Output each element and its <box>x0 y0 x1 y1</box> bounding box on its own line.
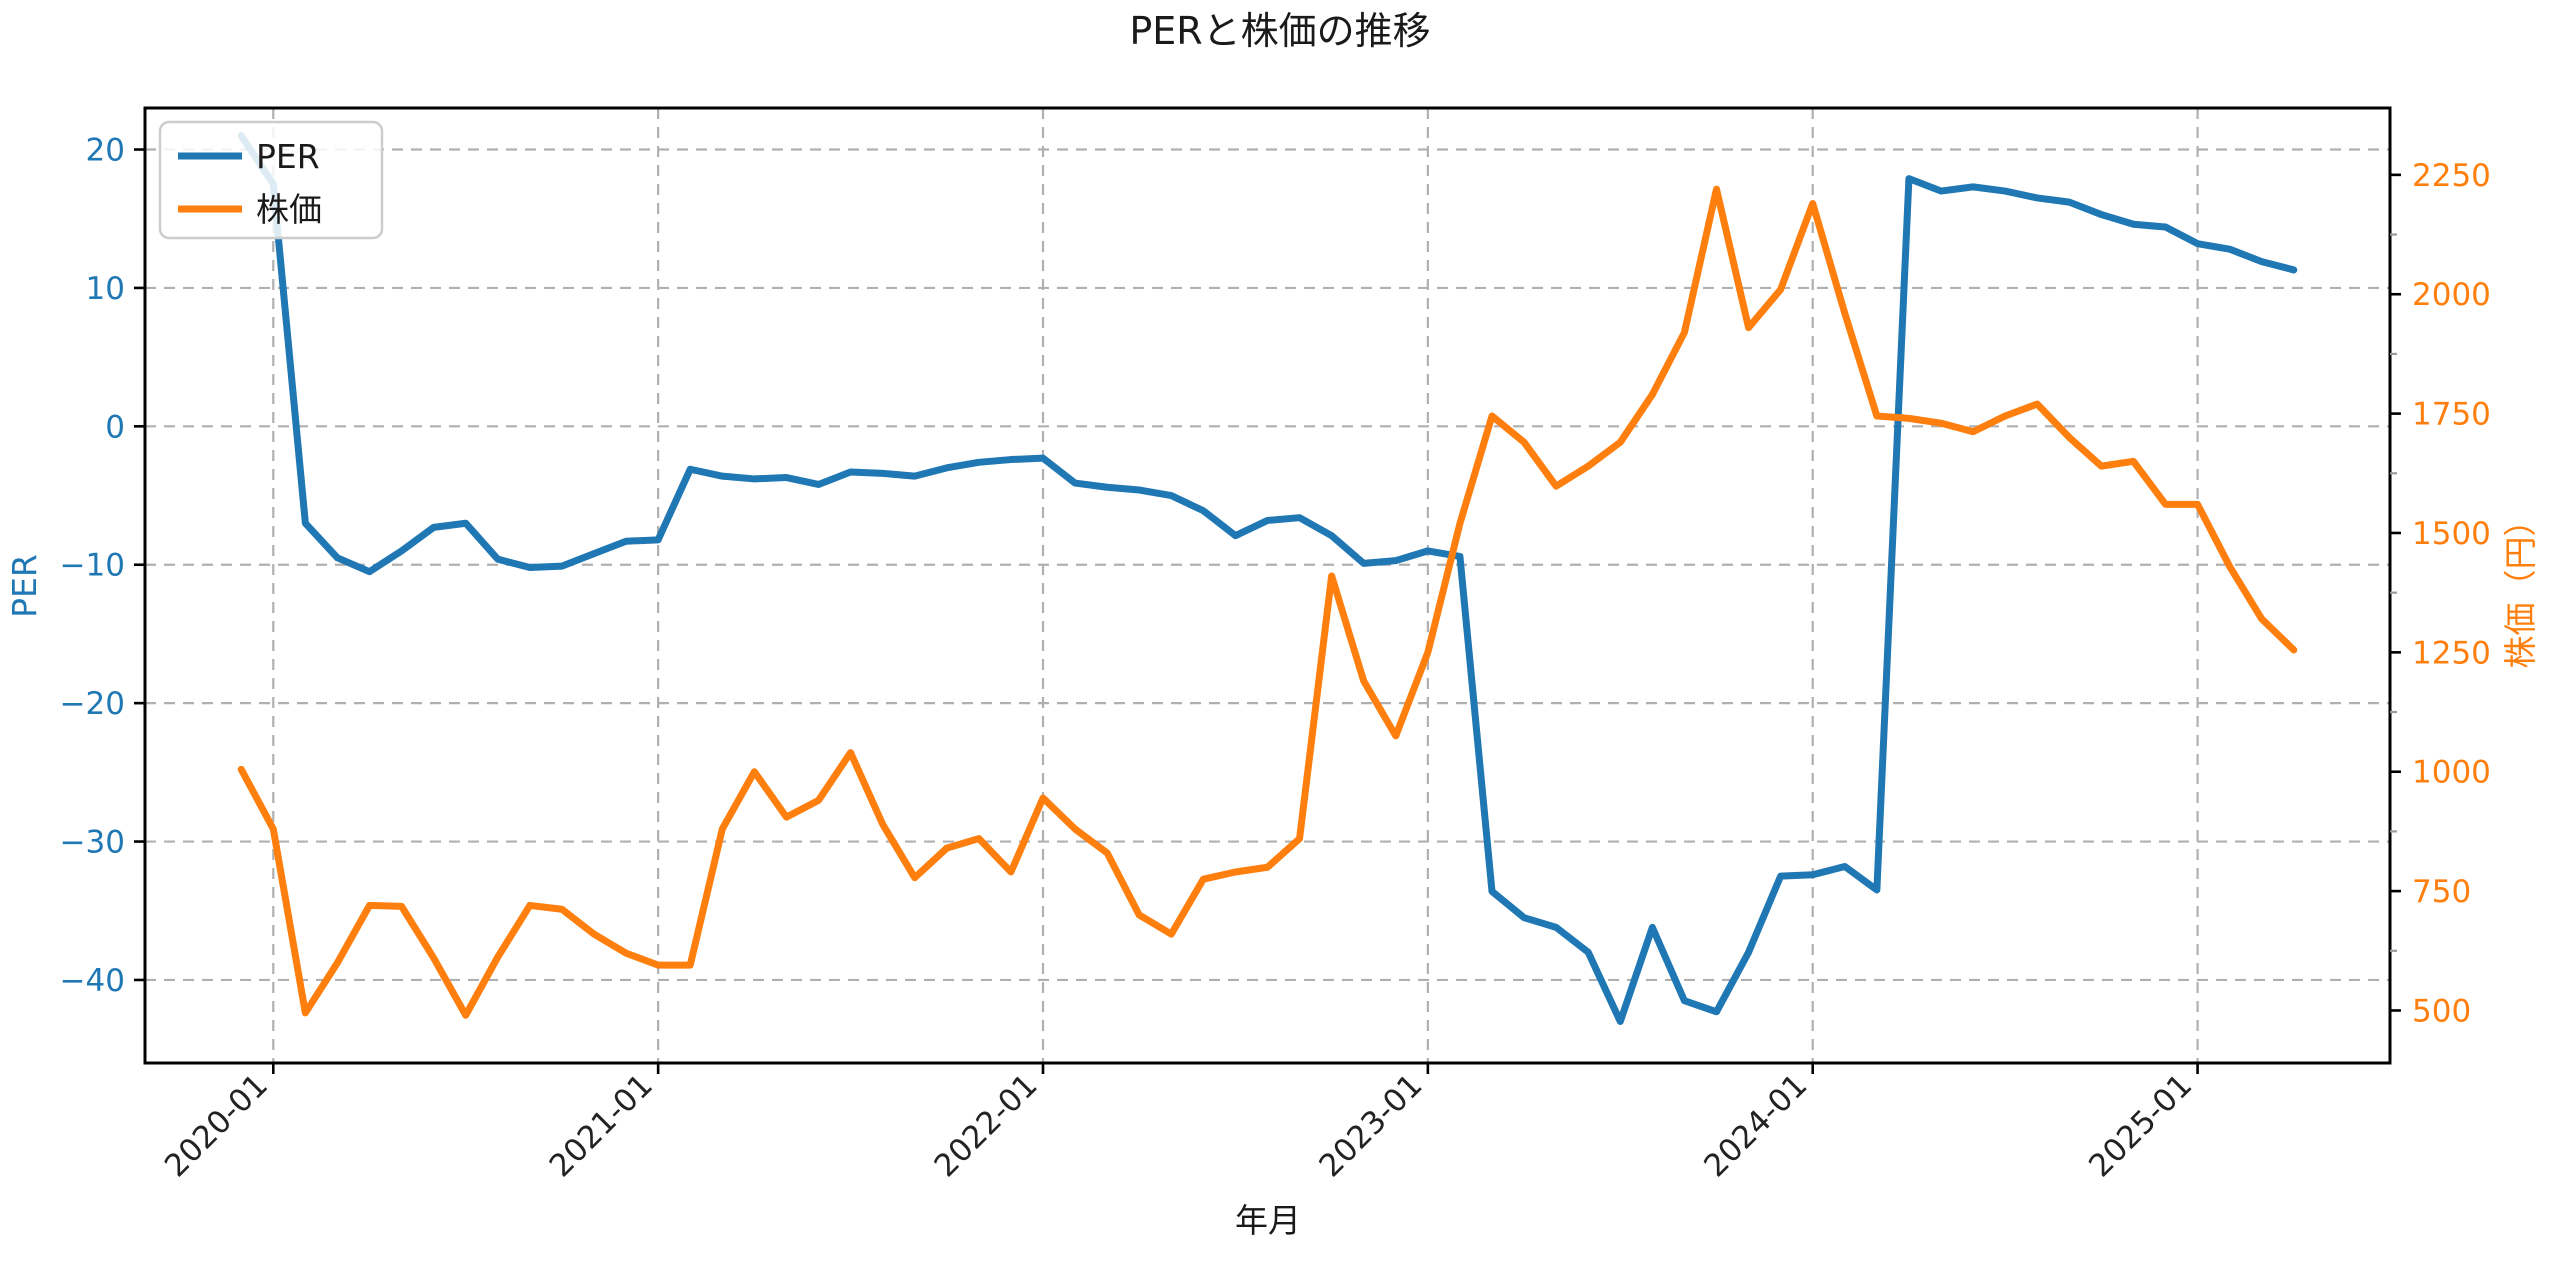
series-line-price <box>237 185 2298 1019</box>
y-left-tick-label: −30 <box>60 825 125 861</box>
y-left-tick-label: 0 <box>105 409 125 445</box>
y-left-tick-label: −40 <box>60 963 125 999</box>
chart-title: PERと株価の推移 <box>1129 9 1430 53</box>
y-axis-right-label: 株価（円） <box>2501 504 2540 669</box>
y-axis-left-ticks: 20 10 0 −10 −20 −30 −40 <box>60 133 145 999</box>
y-left-tick-label: −10 <box>60 548 125 584</box>
y-right-tick-label: 1250 <box>2412 635 2491 671</box>
x-axis-label: 年月 <box>1235 1201 1301 1240</box>
legend-label-per: PER <box>256 137 320 176</box>
data-series-group <box>237 132 2298 1025</box>
y-right-tick-label: 1750 <box>2412 397 2491 433</box>
y-right-tick-label: 2000 <box>2412 277 2491 313</box>
y-axis-left-label: PER <box>5 554 44 618</box>
legend-label-price: 株価 <box>256 190 322 229</box>
y-right-tick-label: 2250 <box>2412 158 2491 194</box>
plot-frame <box>143 106 2392 1065</box>
chart-legend[interactable]: PER 株価 <box>158 120 384 240</box>
y-right-tick-label: 750 <box>2412 874 2471 910</box>
y-left-tick-label: −20 <box>60 686 125 722</box>
y-axis-right-ticks: 2250 2000 1750 1500 1250 1000 750 500 <box>2390 158 2491 1029</box>
y-left-tick-label: 10 <box>86 271 125 307</box>
y-left-tick-label: 20 <box>86 133 125 169</box>
gridlines <box>145 108 2390 1063</box>
series-line-per <box>237 132 2298 1025</box>
y-right-tick-label: 1000 <box>2412 755 2491 791</box>
y-right-tick-label: 500 <box>2412 993 2471 1029</box>
y-right-tick-label: 1500 <box>2412 516 2491 552</box>
